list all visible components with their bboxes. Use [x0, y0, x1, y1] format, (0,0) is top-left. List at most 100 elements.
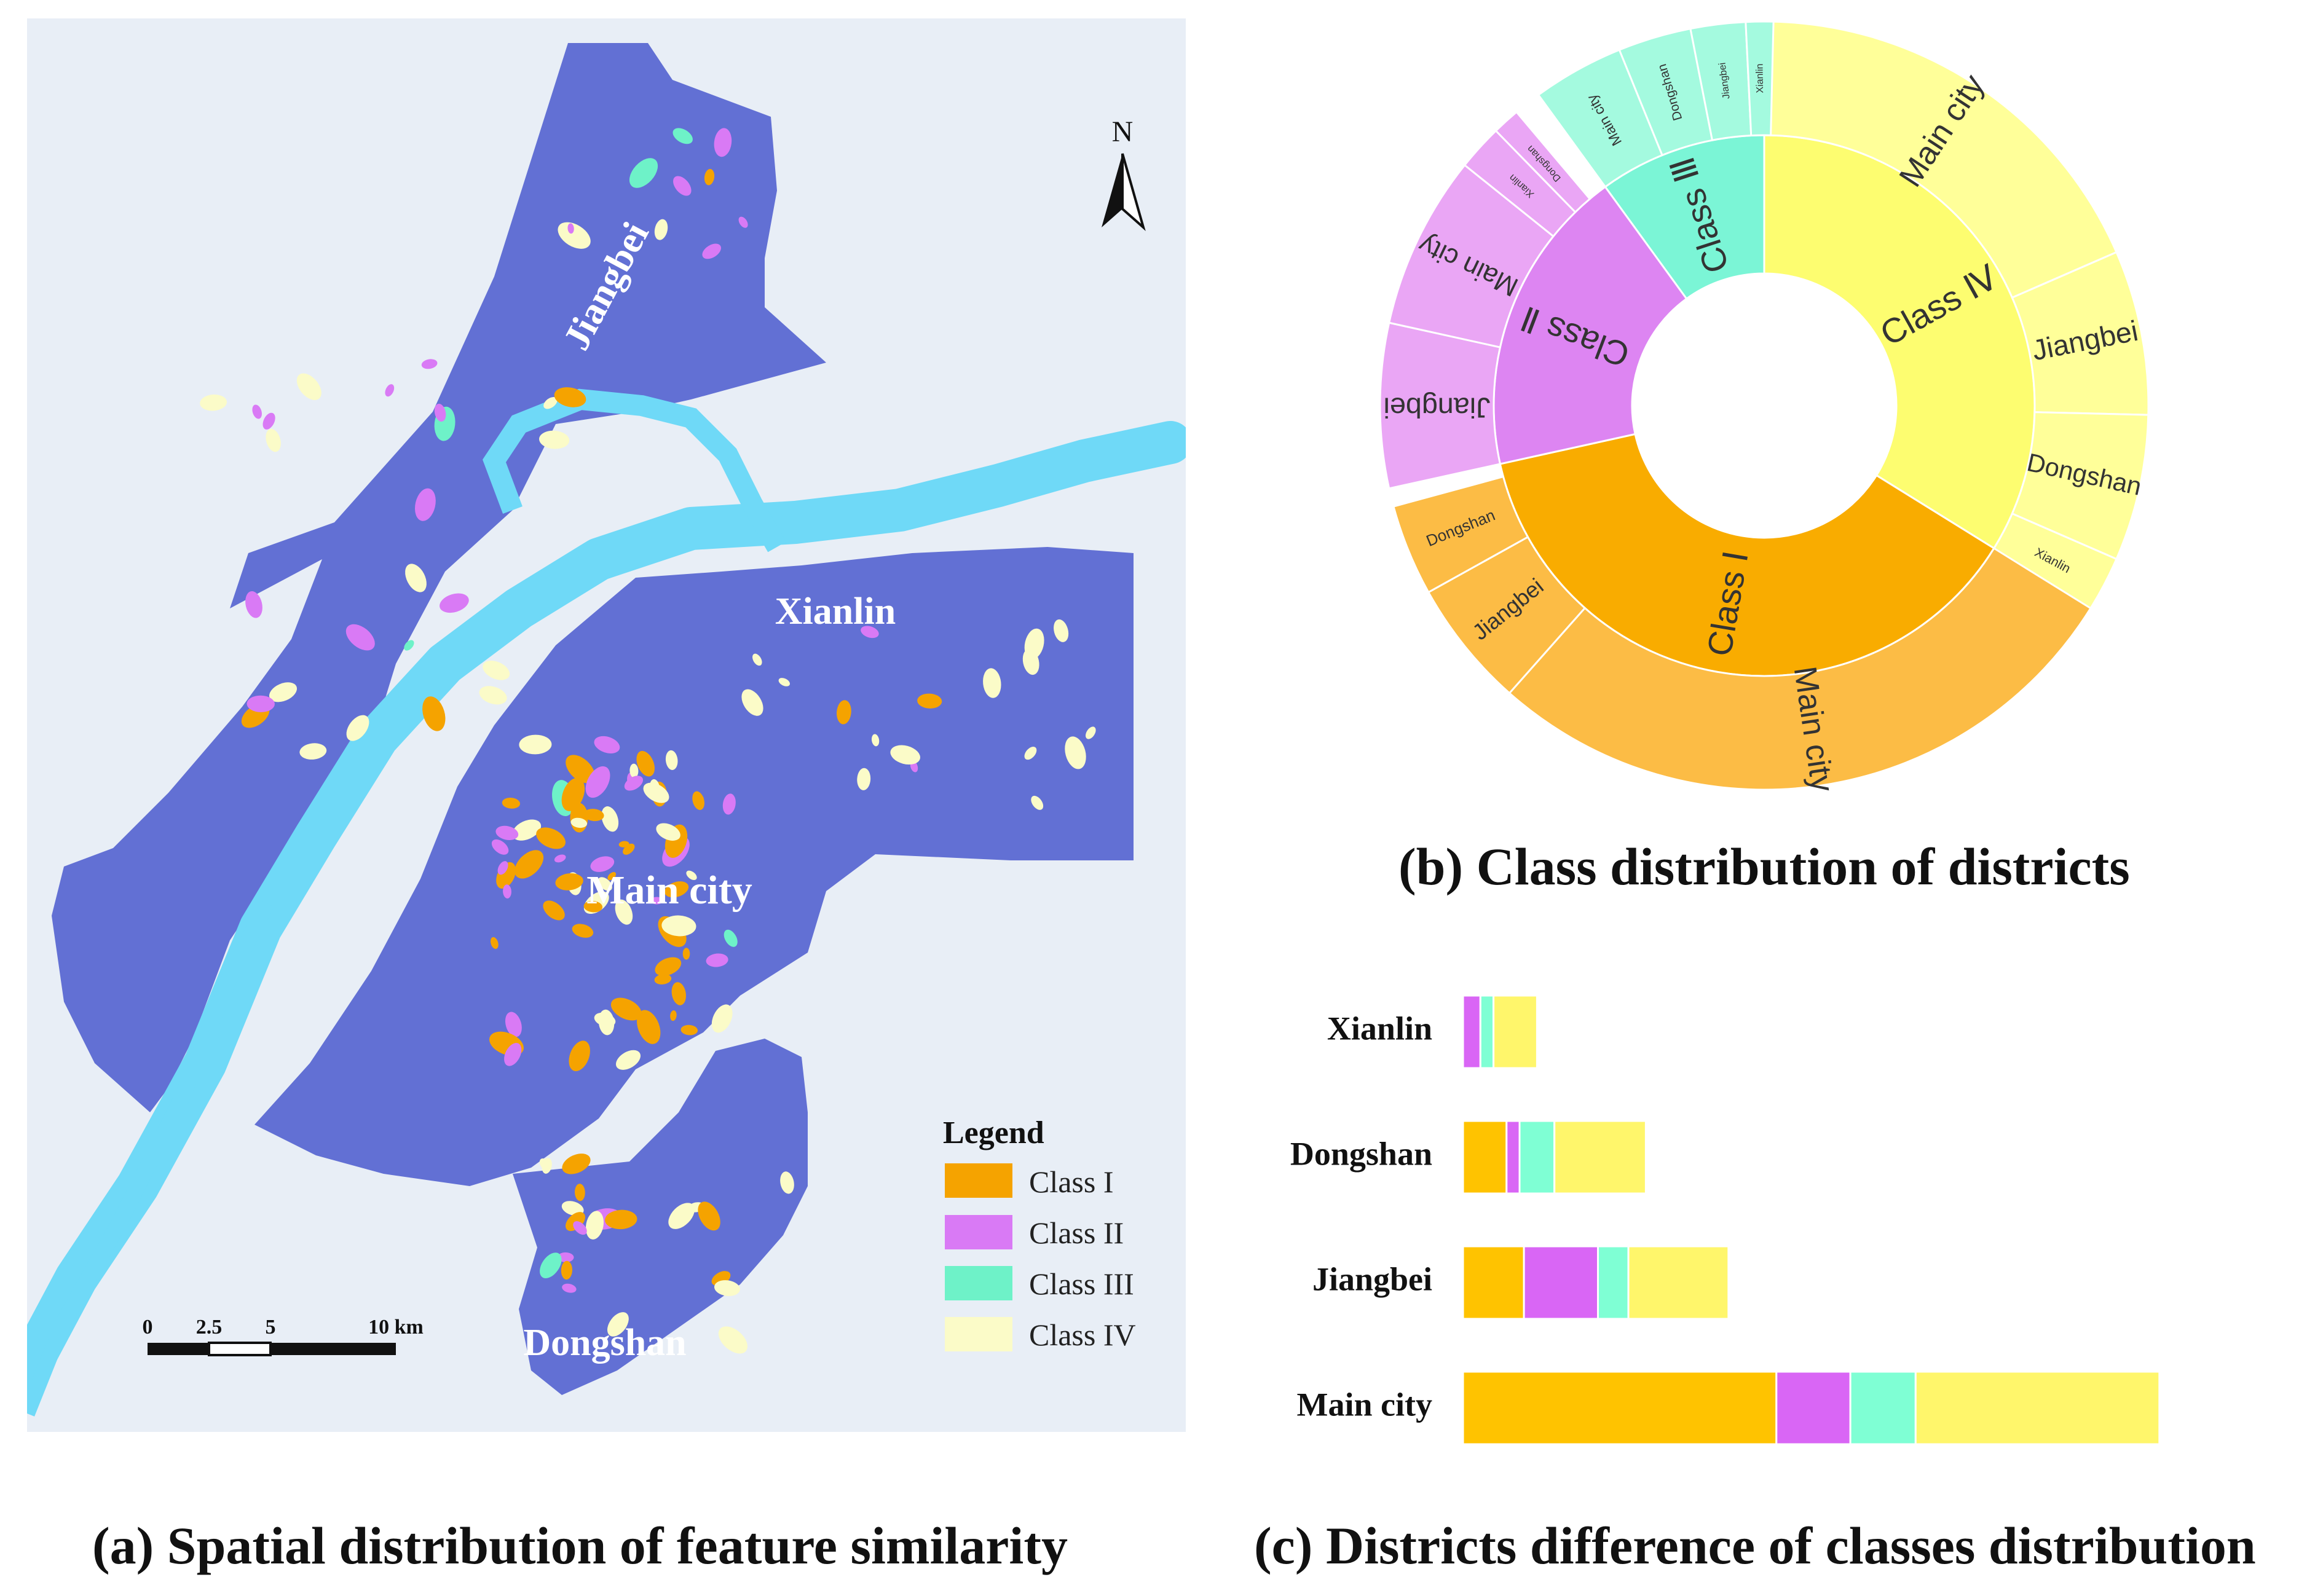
bar-segment: [1462, 1370, 1778, 1445]
map-patch: [607, 1312, 629, 1337]
map-patch: [680, 1024, 698, 1036]
map-patch: [1031, 795, 1044, 810]
legend-swatch-class-1: [945, 1163, 1012, 1198]
legend-label-class-1: Class I: [1029, 1165, 1114, 1199]
map-patch: [1054, 619, 1069, 642]
map-patch: [561, 1201, 584, 1216]
legend-swatch-class-2: [945, 1215, 1012, 1249]
map-patch: [567, 223, 574, 234]
scale-segment-3: [270, 1343, 396, 1355]
map-patch: [536, 827, 566, 849]
map-patch: [566, 755, 595, 784]
bar-segment: [1627, 1245, 1730, 1320]
bar-segment: [1914, 1370, 2161, 1445]
map-patch: [615, 899, 633, 925]
map-patch: [440, 593, 469, 613]
map-patch: [643, 782, 669, 803]
map-patch: [583, 900, 603, 913]
map-patch: [561, 1260, 573, 1280]
scale-label-2-5: 2.5: [196, 1316, 223, 1339]
district-label-dongshan: Dongshan: [523, 1322, 686, 1364]
bar-segment: [1553, 1120, 1647, 1195]
legend-swatch-class-3: [945, 1266, 1012, 1300]
caption-a: (a) Spatial distribution of feature simi…: [92, 1516, 1068, 1575]
sunburst-outer-label: Xianlin: [1754, 63, 1765, 93]
scale-segment-2: [208, 1342, 272, 1356]
map-patch: [704, 168, 715, 186]
map-patch: [555, 873, 583, 890]
main-city-land: [254, 547, 1134, 1186]
map-patch: [637, 1010, 661, 1044]
map-patch: [558, 222, 591, 249]
map-patch: [618, 841, 629, 847]
map-patch: [585, 1211, 604, 1240]
bar-segment: [1849, 1370, 1917, 1445]
map-patch: [857, 768, 871, 790]
map-patch: [636, 750, 655, 777]
bar-category-label: Main city: [1297, 1386, 1432, 1423]
map-legend: Legend Class I Class II Class III Class …: [943, 1115, 1136, 1352]
map-patch: [698, 1201, 720, 1231]
map-patch: [583, 809, 604, 822]
bar-category-labels: Xianlin Dongshan Jiangbei Main city: [1290, 1010, 1432, 1423]
map-patch: [585, 766, 610, 798]
map-patch: [671, 982, 687, 1005]
river-branch: [483, 388, 786, 552]
map-patch: [668, 1203, 695, 1229]
map-patch: [562, 1283, 577, 1293]
dongshan-land: [513, 1039, 808, 1395]
map-patch: [405, 564, 427, 592]
map-patch: [861, 626, 879, 639]
stacked-bar-chart-panel: Xianlin Dongshan Jiangbei Main city: [1266, 959, 2250, 1463]
map-patch: [574, 1184, 585, 1201]
map-patch: [1024, 747, 1037, 760]
jiangbei-land: [52, 43, 826, 1112]
map-patch: [738, 216, 748, 228]
caption-b: (b) Class distribution of districts: [1398, 837, 2130, 896]
map-class-patches: [200, 128, 1096, 1354]
map-patch: [714, 128, 732, 157]
map-patch: [269, 682, 298, 702]
map-patch: [650, 897, 663, 905]
sunburst-outer-segment: [1763, 20, 2118, 299]
map-patch: [605, 1209, 637, 1230]
map-patch: [346, 715, 369, 741]
map-patch: [503, 884, 511, 898]
map-patch: [479, 686, 507, 705]
map-patch: [871, 734, 880, 747]
bar-segments: [1462, 994, 2161, 1445]
bar-segment: [1505, 1120, 1521, 1195]
caption-c: (c) Districts difference of classes dist…: [1254, 1516, 2256, 1575]
map-patch: [572, 924, 594, 938]
map-patch: [246, 695, 275, 712]
map-patch: [505, 1012, 522, 1037]
bar-segment: [1462, 1120, 1508, 1195]
map-patch: [569, 1040, 590, 1072]
map-patch: [714, 1280, 740, 1296]
map-patch: [665, 881, 689, 898]
bar-category-label: Jiangbei: [1312, 1260, 1432, 1297]
legend-title: Legend: [943, 1115, 1044, 1150]
sunburst-chart-panel: Class Ⅳ Class Ⅰ Class Ⅱ Class Ⅲ Main city Ji…: [1371, 12, 2170, 824]
map-figure: Jiangbei Xianlin Main city Dongshan N 0 …: [6, 18, 1192, 1432]
sunburst-outer-label: Jiangbei: [1384, 392, 1491, 424]
map-patch: [711, 1004, 733, 1033]
map-patch: [554, 387, 586, 407]
scale-label-5: 5: [266, 1316, 276, 1339]
map-patch: [502, 798, 521, 809]
legend-label-class-4: Class IV: [1029, 1318, 1136, 1352]
map-patch: [594, 736, 620, 753]
bar-segment: [1462, 1245, 1525, 1320]
map-patch: [629, 763, 639, 778]
map-patch: [245, 591, 262, 618]
bar-category-label: Dongshan: [1290, 1135, 1432, 1172]
scale-label-0: 0: [143, 1316, 153, 1339]
map-patch: [629, 158, 658, 188]
bar-segment: [1597, 1245, 1630, 1320]
map-patch: [504, 1042, 522, 1066]
north-arrow-light-half: [1121, 153, 1146, 232]
map-patch: [594, 1012, 616, 1027]
map-panel: Jiangbei Xianlin Main city Dongshan N 0 …: [6, 18, 1192, 1432]
legend-item-class-2: Class II: [945, 1215, 1124, 1250]
